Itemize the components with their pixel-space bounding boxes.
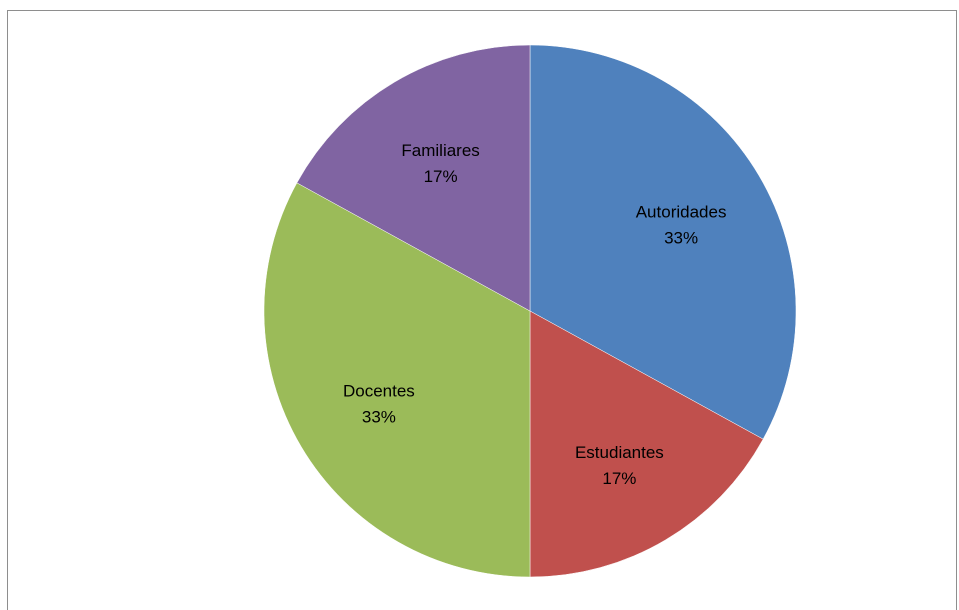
- pie-slice-estudiantes: [529, 310, 764, 578]
- slice-value-familiares: 17%: [424, 167, 458, 186]
- pie-slices: [263, 44, 797, 578]
- slice-label-familiares: Familiares: [401, 141, 479, 160]
- slice-value-docentes: 33%: [362, 407, 396, 426]
- pie-slice-familiares: [296, 44, 531, 312]
- slice-value-autoridades: 33%: [664, 229, 698, 248]
- slice-label-autoridades: Autoridades: [636, 203, 727, 222]
- pie-labels: Autoridades 33% Estudiantes 17% Docentes 33% F…: [343, 141, 726, 488]
- slice-value-estudiantes: 17%: [602, 469, 636, 488]
- slice-label-docentes: Docentes: [343, 381, 415, 400]
- slice-label-estudiantes: Estudiantes: [575, 443, 664, 462]
- pie-slice-autoridades: [529, 44, 797, 440]
- pie-slice-docentes: [263, 182, 531, 578]
